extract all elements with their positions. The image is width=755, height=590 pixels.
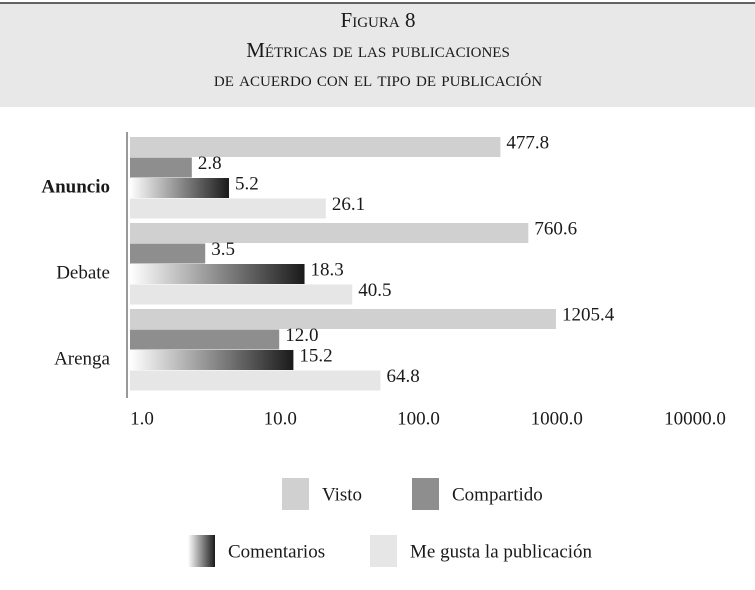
bar	[130, 243, 206, 264]
bar	[130, 309, 556, 329]
legend-label: Visto	[322, 484, 362, 505]
chart-title: Figura 8	[341, 8, 416, 32]
chart-title: de acuerdo con el tipo de publicación	[214, 67, 542, 91]
y-tick-label: Arenga	[54, 348, 110, 369]
bar	[130, 198, 326, 219]
bar	[130, 284, 353, 305]
x-tick-label: 10000.0	[664, 408, 726, 429]
data-label: 2.8	[198, 153, 222, 174]
data-label: 1205.4	[562, 304, 615, 325]
x-tick-label: 1.0	[130, 408, 154, 429]
legend-label: Comentarios	[228, 541, 325, 562]
data-label: 18.3	[311, 259, 344, 280]
x-tick-label: 10.0	[264, 408, 297, 429]
y-tick-label: Anuncio	[41, 176, 110, 197]
x-tick-label: 100.0	[397, 408, 440, 429]
data-label: 64.8	[386, 366, 419, 387]
legend-swatch	[282, 478, 309, 510]
legend-label: Me gusta la publicación	[410, 541, 593, 562]
data-label: 26.1	[332, 194, 365, 215]
data-label: 760.6	[534, 218, 577, 239]
data-label: 3.5	[211, 239, 235, 260]
legend-swatch	[412, 478, 439, 510]
bar	[130, 350, 294, 370]
legend-swatch	[370, 535, 397, 567]
legend-swatch	[188, 535, 215, 567]
bar	[130, 223, 529, 243]
chart-title: Métricas de las publicaciones	[246, 38, 510, 62]
bar	[130, 264, 305, 284]
bar	[130, 178, 229, 198]
legend-label: Compartido	[452, 484, 543, 505]
data-label: 477.8	[506, 132, 549, 153]
x-tick-label: 1000.0	[531, 408, 583, 429]
bar	[130, 329, 280, 350]
bar	[130, 370, 381, 391]
data-label: 40.5	[358, 280, 391, 301]
data-label: 12.0	[285, 325, 318, 346]
data-label: 5.2	[235, 173, 259, 194]
title-band	[0, 3, 755, 107]
bar	[130, 157, 192, 178]
bar	[130, 137, 501, 157]
y-tick-label: Debate	[56, 262, 110, 283]
data-label: 15.2	[299, 345, 332, 366]
